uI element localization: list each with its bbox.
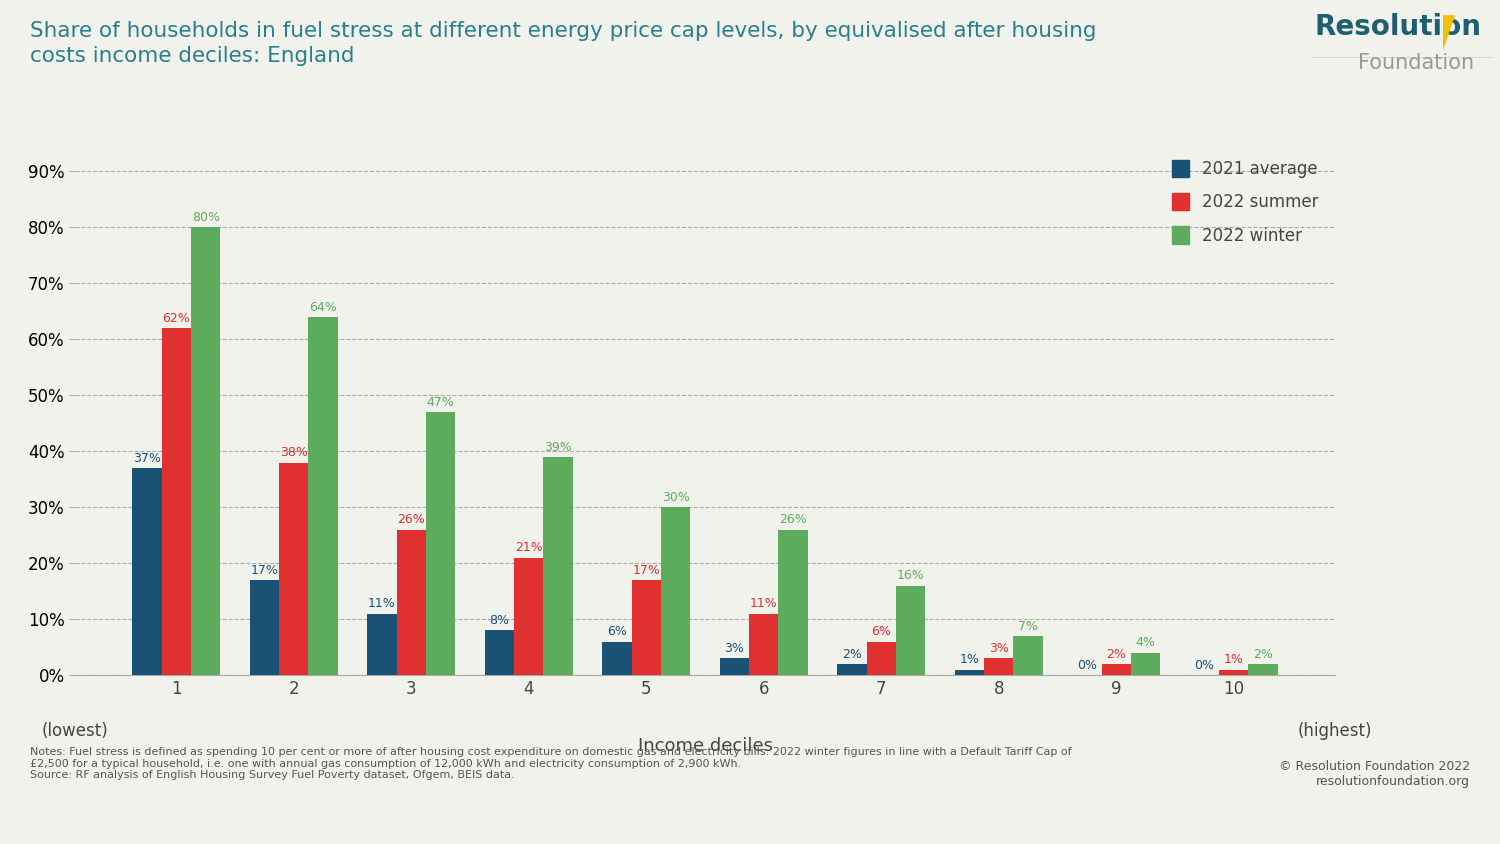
- Bar: [426, 412, 456, 675]
- Text: 2%: 2%: [842, 647, 862, 661]
- Text: 26%: 26%: [398, 513, 424, 527]
- Text: 21%: 21%: [514, 541, 543, 555]
- Text: 4%: 4%: [1136, 636, 1155, 649]
- Bar: [132, 468, 162, 675]
- Bar: [837, 664, 867, 675]
- Text: 7%: 7%: [1019, 619, 1038, 633]
- Text: 38%: 38%: [280, 446, 308, 459]
- Text: 26%: 26%: [778, 513, 807, 527]
- Bar: [662, 507, 690, 675]
- Text: 3%: 3%: [724, 642, 744, 655]
- Text: Notes: Fuel stress is defined as spending 10 per cent or more of after housing c: Notes: Fuel stress is defined as spendin…: [30, 747, 1071, 780]
- Bar: [543, 457, 573, 675]
- Text: 6%: 6%: [608, 625, 627, 638]
- Text: 37%: 37%: [134, 452, 160, 465]
- Bar: [1131, 652, 1160, 675]
- Legend: 2021 average, 2022 summer, 2022 winter: 2021 average, 2022 summer, 2022 winter: [1164, 152, 1326, 253]
- Bar: [514, 558, 543, 675]
- Bar: [602, 641, 632, 675]
- Text: 0%: 0%: [1194, 659, 1215, 672]
- Text: 16%: 16%: [897, 570, 924, 582]
- Text: Resolution: Resolution: [1314, 13, 1482, 41]
- Text: (lowest): (lowest): [42, 722, 108, 739]
- Text: 47%: 47%: [426, 396, 454, 408]
- Bar: [632, 580, 662, 675]
- Text: 11%: 11%: [750, 598, 777, 610]
- Text: 39%: 39%: [544, 441, 572, 453]
- Text: © Resolution Foundation 2022
resolutionfoundation.org: © Resolution Foundation 2022 resolutionf…: [1280, 760, 1470, 787]
- Bar: [1101, 664, 1131, 675]
- Text: 30%: 30%: [662, 491, 690, 504]
- Text: costs income deciles: England: costs income deciles: England: [30, 46, 354, 67]
- Bar: [279, 463, 309, 675]
- Bar: [484, 630, 514, 675]
- Text: 17%: 17%: [633, 564, 660, 576]
- Text: Foundation: Foundation: [1358, 53, 1474, 73]
- Bar: [720, 658, 748, 675]
- Bar: [748, 614, 778, 675]
- X-axis label: Income deciles: Income deciles: [638, 737, 772, 755]
- Text: 2%: 2%: [1252, 647, 1274, 661]
- Bar: [954, 669, 984, 675]
- Text: 6%: 6%: [871, 625, 891, 638]
- Bar: [190, 227, 220, 675]
- Text: 64%: 64%: [309, 300, 338, 314]
- Bar: [396, 530, 426, 675]
- Text: 1%: 1%: [960, 653, 980, 666]
- Text: (highest): (highest): [1298, 722, 1372, 739]
- Bar: [984, 658, 1014, 675]
- Bar: [251, 580, 279, 675]
- Bar: [896, 586, 926, 675]
- Bar: [1248, 664, 1278, 675]
- Text: 80%: 80%: [192, 211, 219, 224]
- Text: 1%: 1%: [1224, 653, 1244, 666]
- Bar: [162, 328, 190, 675]
- Bar: [309, 317, 338, 675]
- Text: 11%: 11%: [368, 598, 396, 610]
- Bar: [778, 530, 808, 675]
- Text: 3%: 3%: [988, 642, 1008, 655]
- Text: 0%: 0%: [1077, 659, 1096, 672]
- Text: 62%: 62%: [162, 311, 190, 325]
- Bar: [867, 641, 895, 675]
- Text: 2%: 2%: [1107, 647, 1126, 661]
- Bar: [368, 614, 396, 675]
- Bar: [1220, 669, 1248, 675]
- Text: 17%: 17%: [251, 564, 279, 576]
- Text: Share of households in fuel stress at different energy price cap levels, by equi: Share of households in fuel stress at di…: [30, 21, 1096, 41]
- Text: 8%: 8%: [489, 614, 510, 627]
- Bar: [1014, 636, 1042, 675]
